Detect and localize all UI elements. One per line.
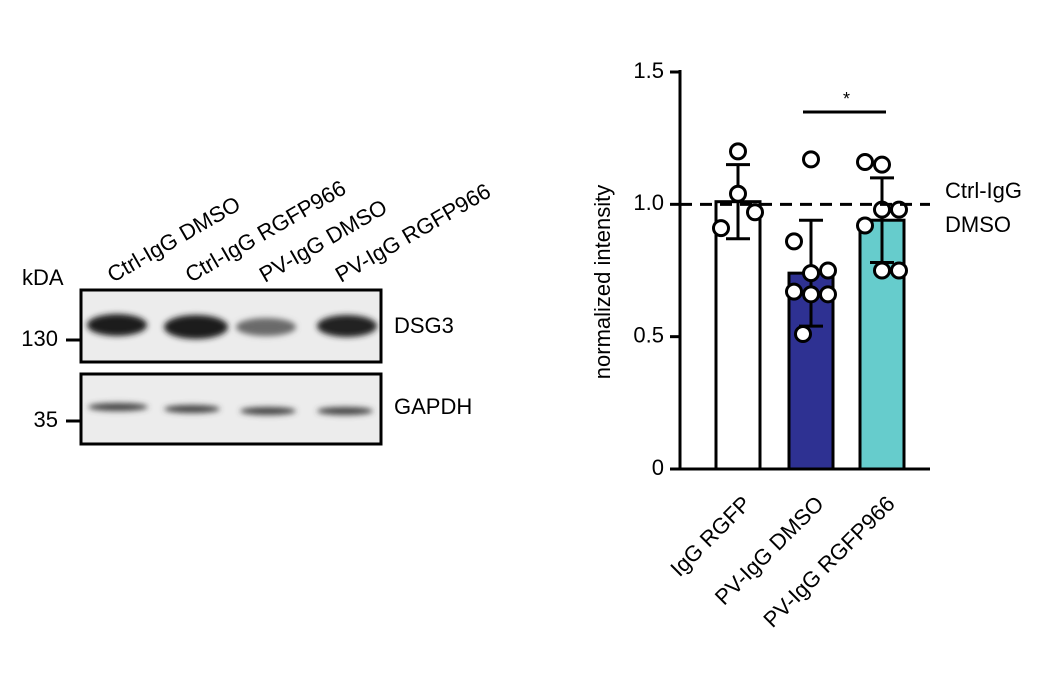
y-axis-title: normalized intensity <box>590 185 615 379</box>
bar <box>714 200 762 471</box>
data-point <box>873 261 891 280</box>
y-tick-label: 0 <box>652 455 664 480</box>
data-point <box>802 264 820 283</box>
kda-label: kDA <box>22 265 64 290</box>
protein-label: GAPDH <box>394 394 472 419</box>
data-point <box>729 142 747 161</box>
bands <box>87 314 377 415</box>
data-point <box>856 152 874 171</box>
data-point <box>802 150 820 169</box>
reference-label: Ctrl-IgG <box>945 178 1022 203</box>
significance-label: * <box>843 89 850 109</box>
data-point <box>890 261 908 280</box>
data-point <box>873 155 891 174</box>
marker-label: 35 <box>34 407 58 432</box>
data-point <box>819 261 837 280</box>
data-point <box>856 216 874 235</box>
data-point <box>785 232 803 251</box>
y-tick-label: 1.5 <box>633 58 664 83</box>
y-tick-label: 0.5 <box>633 322 664 347</box>
marker-label: 130 <box>21 326 58 351</box>
y-tick-label: 1.0 <box>633 190 664 215</box>
protein-label: DSG3 <box>394 313 454 338</box>
data-point <box>794 325 812 344</box>
reference-label: DMSO <box>945 212 1011 237</box>
data-point <box>819 285 837 304</box>
data-point <box>785 282 803 301</box>
x-tick-label: PV-IgG RGFP966 <box>758 491 899 632</box>
data-point <box>802 285 820 304</box>
data-point <box>729 184 747 203</box>
data-point <box>890 200 908 219</box>
western-blot: kDA 130 35 DSG3 GAPDH Ctrl-IgG DMSO Ctrl… <box>21 175 495 446</box>
data-point <box>712 219 730 238</box>
lane-label: Ctrl-IgG DMSO <box>103 191 245 287</box>
data-point <box>873 200 891 219</box>
data-point <box>746 203 764 222</box>
